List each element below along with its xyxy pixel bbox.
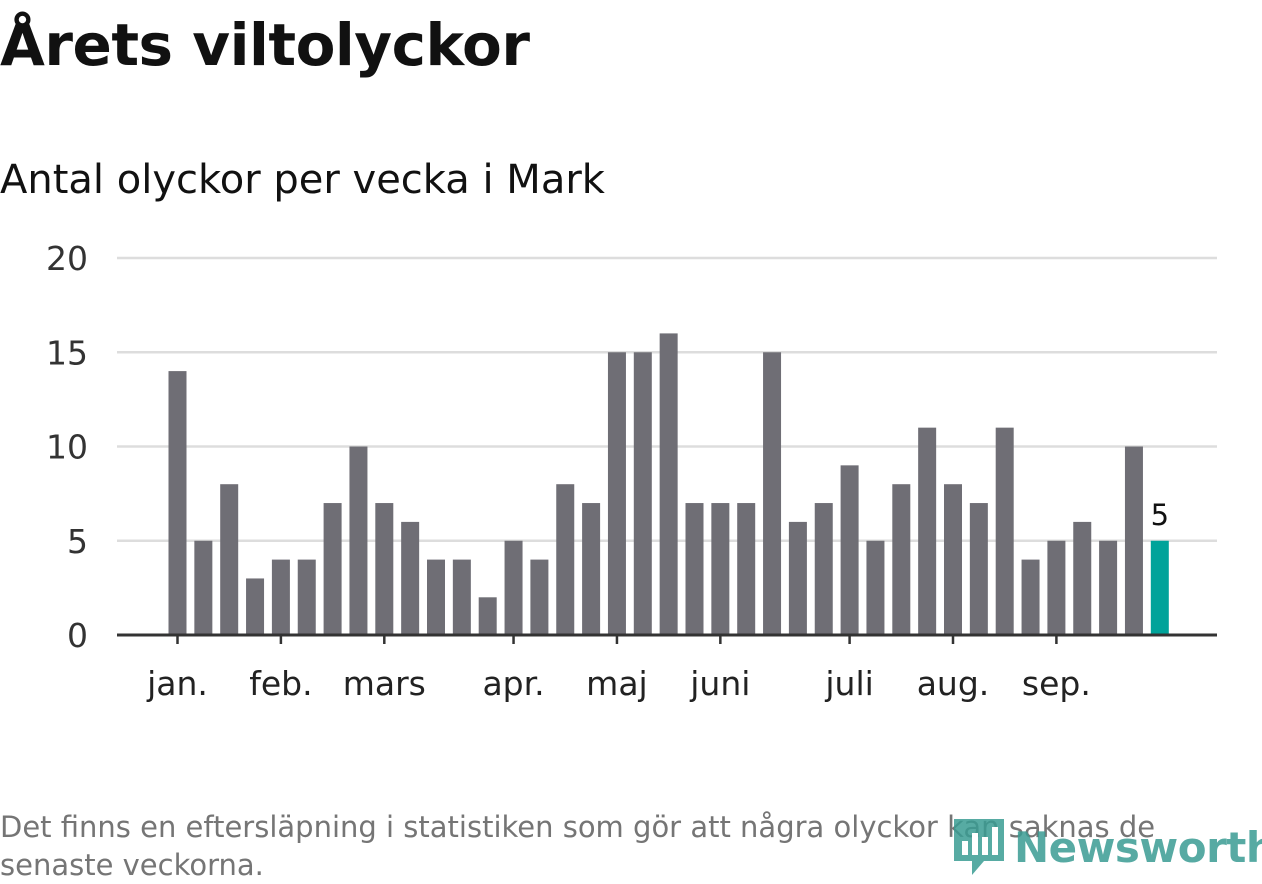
bar: [892, 484, 911, 635]
bar-chart: 0 5 10 15 20 jan. feb. mars apr. maj juni juli aug.…: [46, 239, 1217, 703]
bar: [323, 503, 342, 635]
bar: [582, 503, 601, 635]
bar: [840, 465, 859, 635]
bar: [504, 540, 523, 635]
bar: [1124, 446, 1143, 635]
x-tick-label: apr.: [482, 664, 544, 703]
bar: [530, 559, 549, 635]
bar: [969, 503, 988, 635]
bar: [711, 503, 730, 635]
x-tick-label: jan.: [146, 664, 208, 703]
bar: [271, 559, 290, 635]
data-label-latest: 5: [1151, 498, 1169, 532]
chart-subtitle: Antal olyckor per vecka i Mark: [0, 157, 605, 203]
x-tick-label: juli: [824, 664, 873, 703]
bar-chart-logo-icon: [954, 819, 1004, 875]
y-tick-label: 0: [67, 616, 88, 655]
bar: [220, 484, 239, 635]
bar: [194, 540, 213, 635]
x-tick-label: mars: [343, 664, 426, 703]
bar: [556, 484, 575, 635]
y-tick-label: 20: [46, 239, 88, 278]
bar: [1047, 540, 1066, 635]
bar: [814, 503, 833, 635]
x-tick-label: maj: [586, 664, 648, 703]
bar: [478, 597, 497, 635]
bar: [1021, 559, 1040, 635]
bar: [401, 521, 420, 635]
x-tick-label: feb.: [249, 664, 312, 703]
bar: [685, 503, 704, 635]
bar: [375, 503, 394, 635]
bar: [1073, 521, 1092, 635]
bar: [866, 540, 885, 635]
y-tick-label: 5: [67, 522, 88, 561]
bar: [788, 521, 807, 635]
bar: [633, 352, 652, 635]
data-labels: 5: [1151, 498, 1169, 532]
chart-title: Årets viltolyckor: [0, 11, 530, 79]
x-tick-label: aug.: [917, 664, 990, 703]
y-axis-ticks: 0 5 10 15 20: [46, 239, 88, 655]
bar: [995, 427, 1014, 635]
bar: [427, 559, 445, 635]
bar: [763, 352, 782, 635]
newsworthy-logo: Newsworthy: [950, 815, 1262, 879]
bar: [1099, 540, 1118, 635]
bar: [452, 559, 471, 635]
bars: [168, 333, 1169, 635]
x-tick-label: juni: [689, 664, 750, 703]
bar: [944, 484, 962, 635]
logo-text: Newsworthy: [1014, 822, 1262, 872]
bar: [737, 503, 756, 635]
bar: [168, 371, 187, 635]
bar: [246, 578, 265, 635]
bar-highlight: [1150, 540, 1169, 635]
bar: [607, 352, 626, 635]
bar: [918, 427, 937, 635]
y-tick-label: 10: [46, 428, 88, 467]
bar: [659, 333, 678, 635]
x-tick-label: sep.: [1022, 664, 1091, 703]
y-tick-label: 15: [46, 333, 88, 372]
bar: [297, 559, 316, 635]
x-axis-ticks: jan. feb. mars apr. maj juni juli aug. sep.: [146, 664, 1091, 703]
bar: [349, 446, 368, 635]
x-axis: [117, 633, 1217, 644]
